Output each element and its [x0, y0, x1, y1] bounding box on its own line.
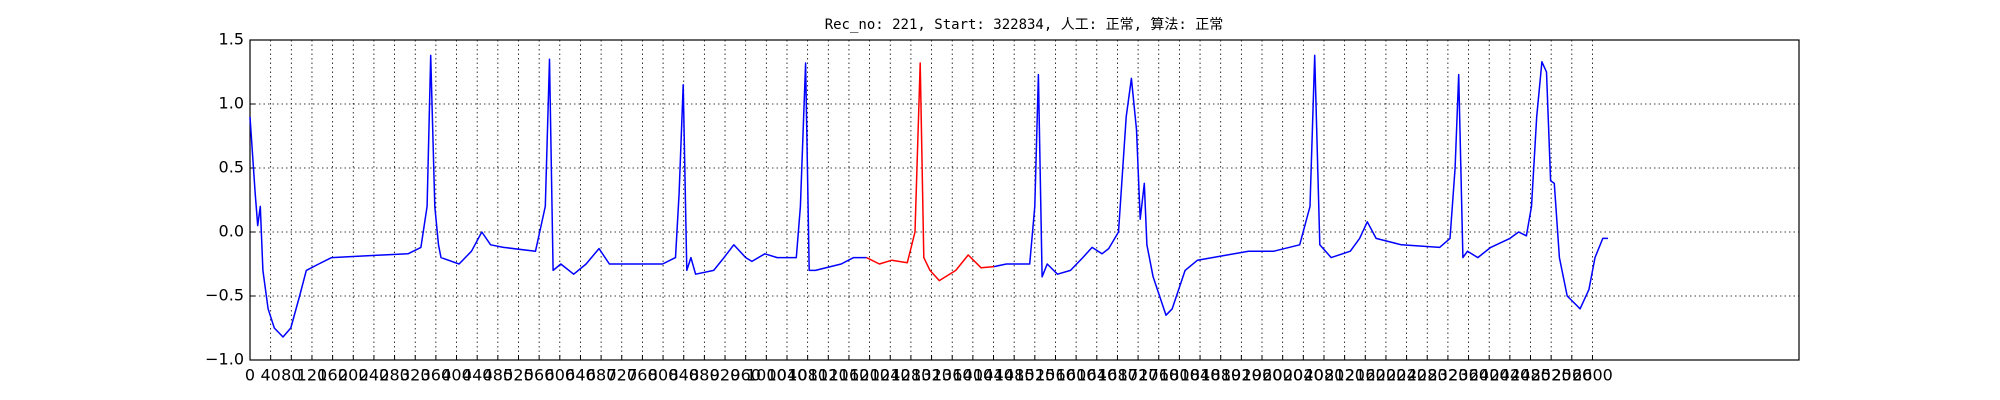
x-tick-label: 1280 — [891, 366, 932, 385]
x-tick-label: 2480 — [1510, 366, 1551, 385]
x-tick-label: 2360 — [1448, 366, 1489, 385]
x-tick-label: 1840 — [1180, 366, 1221, 385]
x-tick-label: 920 — [710, 366, 741, 385]
x-tick-label: 680 — [586, 366, 617, 385]
x-tick-label: 800 — [648, 366, 679, 385]
x-tick-label: 1600 — [1056, 366, 1097, 385]
y-tick-label: 1.0 — [219, 94, 244, 113]
x-tick-label: 240 — [359, 366, 390, 385]
x-tick-label: 2120 — [1324, 366, 1365, 385]
x-tick-label: 1400 — [953, 366, 994, 385]
x-tick-label: 1440 — [973, 366, 1014, 385]
y-tick-label: −1.0 — [205, 350, 244, 369]
ecg-trace — [249, 54, 1608, 338]
x-tick-label: 2600 — [1572, 366, 1613, 385]
x-tick-label: 360 — [421, 366, 452, 385]
x-tick-label: 1920 — [1221, 366, 1262, 385]
x-tick-label: 1960 — [1242, 366, 1283, 385]
x-tick-label: 1680 — [1097, 366, 1138, 385]
x-tick-label: 1640 — [1076, 366, 1117, 385]
x-tick-label: 840 — [668, 366, 699, 385]
x-tick-label: 2080 — [1304, 366, 1345, 385]
x-tick-label: 760 — [627, 366, 658, 385]
x-tick-label: 160 — [317, 366, 348, 385]
x-tick-label: 1720 — [1118, 366, 1159, 385]
plot-frame — [249, 39, 1800, 361]
x-tick-label: 280 — [379, 366, 410, 385]
y-tick-label: 0.0 — [219, 222, 244, 241]
x-tick-label: 0 — [245, 366, 255, 385]
x-tick-label: 2200 — [1366, 366, 1407, 385]
x-tick-label: 1160 — [829, 366, 870, 385]
x-tick-label: 120 — [297, 366, 328, 385]
x-tick-label: 1080 — [787, 366, 828, 385]
x-tick-label: 1000 — [746, 366, 787, 385]
x-tick-label: 1480 — [994, 366, 1035, 385]
x-tick-label: 600 — [545, 366, 576, 385]
x-tick-label: 400 — [441, 366, 472, 385]
x-tick-label: 1240 — [870, 366, 911, 385]
x-tick-label: 1040 — [767, 366, 808, 385]
x-tick-label: 1760 — [1138, 366, 1179, 385]
x-tick-label: 1800 — [1159, 366, 1200, 385]
x-tick-label: 1360 — [932, 366, 973, 385]
x-tick-label: 1200 — [849, 366, 890, 385]
x-tick-label: 80 — [281, 366, 301, 385]
x-tick-label: 1120 — [808, 366, 849, 385]
x-tick-label: 200 — [338, 366, 369, 385]
x-tick-label: 1880 — [1200, 366, 1241, 385]
x-tick-label: 2240 — [1386, 366, 1427, 385]
x-tick-label: 2400 — [1469, 366, 1510, 385]
y-tick-label: −0.5 — [205, 286, 244, 305]
x-tick-label: 720 — [606, 366, 637, 385]
x-tick-label: 520 — [503, 366, 534, 385]
x-tick-label: 640 — [565, 366, 596, 385]
x-tick-label: 2520 — [1531, 366, 1572, 385]
x-tick-label: 2040 — [1283, 366, 1324, 385]
x-tick-label: 2280 — [1407, 366, 1448, 385]
x-tick-label: 2320 — [1428, 366, 1469, 385]
x-tick-label: 880 — [689, 366, 720, 385]
x-tick-label: 440 — [462, 366, 493, 385]
x-tick-label: 2000 — [1262, 366, 1303, 385]
x-tick-label: 2440 — [1489, 366, 1530, 385]
x-tick-label: 2560 — [1551, 366, 1592, 385]
y-tick-label: 1.5 — [219, 30, 244, 49]
x-tick-label: 480 — [483, 366, 514, 385]
y-tick-label: 0.5 — [219, 158, 244, 177]
x-tick-label: 560 — [524, 366, 555, 385]
chart-title: Rec_no: 221, Start: 322834, 人工: 正常, 算法: … — [825, 17, 1224, 33]
x-tick-label: 2160 — [1345, 366, 1386, 385]
x-tick-label: 960 — [730, 366, 761, 385]
x-tick-label: 1520 — [1014, 366, 1055, 385]
x-tick-label: 1560 — [1035, 366, 1076, 385]
x-tick-label: 1320 — [911, 366, 952, 385]
x-tick-label: 40 — [260, 366, 280, 385]
ecg-trace — [866, 62, 995, 282]
x-tick-label: 320 — [400, 366, 431, 385]
